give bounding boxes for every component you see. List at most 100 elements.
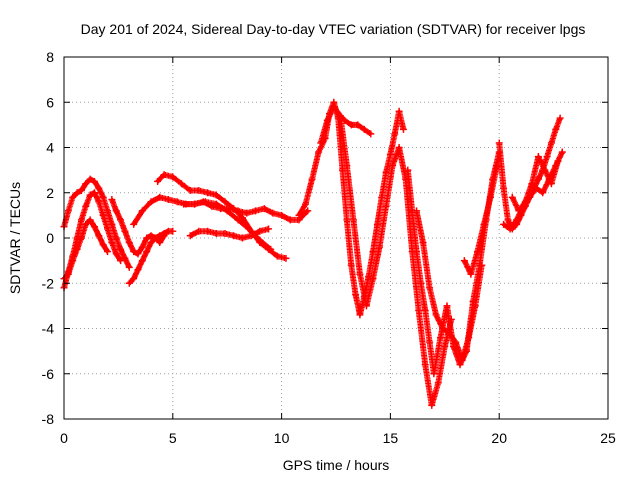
data-point	[317, 139, 325, 147]
data-point	[486, 193, 494, 201]
data-point	[156, 193, 164, 201]
data-point	[138, 257, 146, 265]
data-point	[125, 263, 133, 271]
data-point	[234, 216, 242, 224]
data-point	[362, 302, 370, 310]
data-point	[323, 116, 331, 124]
data-point	[186, 186, 194, 194]
data-point	[426, 284, 434, 292]
data-point	[493, 162, 501, 170]
data-point	[506, 225, 514, 233]
tick-layer	[63, 56, 609, 420]
data-point	[428, 401, 436, 409]
data-point	[256, 236, 264, 244]
data-point	[543, 153, 551, 161]
data-point	[369, 248, 377, 256]
data-point	[473, 248, 481, 256]
data-point	[104, 248, 112, 256]
data-point	[443, 302, 451, 310]
data-point	[302, 200, 310, 208]
data-point	[386, 150, 394, 158]
data-point	[164, 196, 172, 204]
data-point	[421, 361, 429, 369]
data-point	[130, 275, 138, 283]
data-point	[286, 216, 294, 224]
data-point	[495, 139, 503, 147]
data-point	[445, 329, 453, 337]
data-point	[541, 166, 549, 174]
data-point	[104, 207, 112, 215]
data-point	[441, 343, 449, 351]
data-layer	[60, 98, 566, 409]
data-point	[90, 177, 98, 185]
data-point	[251, 207, 259, 215]
y-tick-label: 2	[46, 185, 54, 201]
data-point	[378, 193, 386, 201]
data-point	[315, 148, 323, 156]
data-point	[269, 209, 277, 217]
data-point	[156, 239, 164, 247]
y-tick-label: 0	[46, 230, 54, 246]
data-point	[121, 227, 129, 235]
data-series	[60, 216, 112, 283]
data-point	[147, 239, 155, 247]
data-point	[125, 279, 133, 287]
data-point	[347, 261, 355, 269]
data-point	[147, 198, 155, 206]
data-point	[69, 193, 77, 201]
data-point	[273, 252, 281, 260]
y-tick-label: -2	[42, 275, 55, 291]
data-point	[108, 239, 116, 247]
data-point	[426, 338, 434, 346]
data-point	[295, 211, 303, 219]
x-tick-label: 10	[274, 430, 290, 446]
data-point	[191, 200, 199, 208]
data-point	[134, 266, 142, 274]
data-point	[134, 250, 142, 258]
data-point	[456, 361, 464, 369]
data-point	[415, 306, 423, 314]
data-point	[413, 207, 421, 215]
data-point	[421, 306, 429, 314]
data-point	[356, 311, 364, 319]
data-point	[413, 248, 421, 256]
data-point	[556, 114, 564, 122]
data-point	[508, 193, 516, 201]
data-point	[73, 189, 81, 197]
data-series	[125, 232, 168, 287]
data-point	[260, 205, 268, 213]
data-point	[365, 272, 373, 280]
data-point	[147, 232, 155, 240]
data-point	[334, 110, 342, 118]
data-point	[432, 311, 440, 319]
data-point	[99, 193, 107, 201]
data-point	[86, 191, 94, 199]
data-point	[117, 216, 125, 224]
data-point	[230, 205, 238, 213]
data-point	[169, 173, 177, 181]
data-point	[160, 232, 168, 240]
data-point	[77, 186, 85, 194]
data-point	[304, 207, 312, 215]
data-point	[73, 245, 81, 253]
x-tick-label: 5	[169, 430, 177, 446]
data-point	[212, 191, 220, 199]
x-tick-label: 15	[383, 430, 399, 446]
data-point	[112, 207, 120, 215]
data-point	[430, 370, 438, 378]
data-point	[238, 234, 246, 242]
data-point	[230, 232, 238, 240]
data-point	[160, 171, 168, 179]
data-point	[247, 232, 255, 240]
data-point	[521, 198, 529, 206]
data-point	[69, 257, 77, 265]
data-point	[436, 334, 444, 342]
data-point	[330, 103, 338, 111]
data-point	[95, 184, 103, 192]
data-point	[504, 216, 512, 224]
x-tick-label: 20	[491, 430, 507, 446]
data-point	[212, 200, 220, 208]
x-axis-label: GPS time / hours	[283, 457, 390, 473]
data-series	[508, 153, 562, 215]
